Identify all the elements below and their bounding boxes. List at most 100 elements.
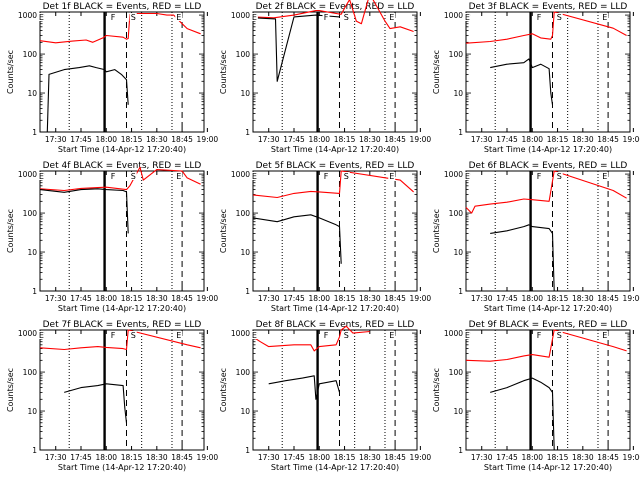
series-line-red-lld: [39, 12, 201, 44]
y-tick-label: 10: [240, 407, 250, 416]
x-tick-label: 19:00: [197, 453, 219, 462]
x-tick-label: 18:15: [334, 453, 356, 462]
event-marker-f: F: [111, 13, 116, 22]
event-marker-s: S: [557, 331, 562, 340]
x-tick-label: 17:30: [45, 135, 67, 144]
plot-frame: [252, 329, 418, 451]
x-tick-label: 19:00: [623, 453, 640, 462]
marker-bg: [388, 331, 396, 339]
x-tick-label: 18:00: [521, 453, 543, 462]
panel-det-7: Det 7f BLACK = Events, RED = LLD 17:30 17:…: [6, 320, 218, 472]
y-axis-label: Counts/sec: [6, 209, 15, 253]
event-marker-e: E: [176, 331, 181, 340]
plot-frame: [252, 170, 418, 292]
x-tick-label: 17:45: [283, 294, 305, 303]
y-tick-label: 1: [458, 446, 463, 455]
marker-bg: [37, 172, 45, 180]
series-line-black-events: [490, 224, 555, 292]
x-tick-label: 18:00: [521, 135, 543, 144]
series-line-black-events: [490, 58, 554, 105]
x-tick-label: 17:30: [258, 135, 280, 144]
y-tick-label: 100: [236, 368, 251, 377]
event-marker-e: E: [176, 172, 181, 181]
y-tick-label: 100: [23, 368, 38, 377]
y-tick-label: 1000: [444, 11, 463, 20]
event-marker-e: E: [252, 172, 257, 181]
marker-bg: [463, 172, 471, 180]
y-axis-label: Counts/sec: [6, 368, 15, 412]
event-marker-e: E: [602, 172, 607, 181]
panel-title: Det 2f BLACK = Events, RED = LLD: [256, 2, 415, 12]
panel-det-6: Det 6f BLACK = Events, RED = LLD 17:30 17:…: [432, 161, 640, 313]
marker-bg: [322, 13, 330, 21]
x-tick-label: 17:45: [70, 453, 92, 462]
x-tick-label: 17:45: [283, 453, 305, 462]
marker-bg: [342, 13, 350, 21]
panel-det-8: Det 8f BLACK = Events, RED = LLD 17:30 17:…: [219, 320, 431, 472]
y-tick-label: 10: [453, 89, 463, 98]
x-tick-label: 18:00: [95, 453, 117, 462]
event-marker-s: S: [344, 13, 349, 22]
y-tick-label: 1: [245, 446, 250, 455]
x-tick-label: 18:30: [572, 294, 594, 303]
y-tick-label: 1000: [18, 11, 37, 20]
x-tick-label: 18:15: [121, 135, 143, 144]
marker-bg: [175, 172, 183, 180]
series-line-red-lld: [39, 329, 201, 351]
x-tick-label: 18:45: [171, 135, 193, 144]
panel-det-2: Det 2f BLACK = Events, RED = LLD 17:30 17:…: [219, 0, 431, 154]
marker-bg: [37, 331, 45, 339]
series-line-black-events: [252, 214, 342, 264]
y-axis-label: Counts/sec: [219, 209, 228, 253]
x-tick-label: 19:00: [410, 453, 432, 462]
x-tick-label: 17:45: [496, 453, 518, 462]
event-marker-f: F: [537, 331, 542, 340]
marker-bg: [109, 13, 117, 21]
marker-bg: [37, 13, 45, 21]
x-tick-label: 18:00: [95, 135, 117, 144]
x-tick-label: 18:30: [146, 453, 168, 462]
plot-frame: [252, 11, 418, 133]
y-axis-label: Counts/sec: [219, 368, 228, 412]
x-tick-label: 19:00: [410, 135, 432, 144]
y-tick-label: 100: [449, 209, 464, 218]
y-tick-label: 1000: [18, 329, 37, 338]
y-axis-label: Counts/sec: [432, 209, 441, 253]
y-axis-label: Counts/sec: [432, 368, 441, 412]
series-line-red-lld: [252, 170, 414, 199]
event-marker-e: E: [465, 13, 470, 22]
event-marker-e: E: [389, 13, 394, 22]
x-tick-label: 18:00: [308, 453, 330, 462]
event-marker-e: E: [602, 331, 607, 340]
event-marker-f: F: [324, 331, 329, 340]
panel-det-5: Det 5f BLACK = Events, RED = LLD 17:30 17:…: [219, 161, 431, 313]
x-axis-label: Start Time (14-Apr-12 17:20:40): [58, 304, 186, 313]
marker-bg: [175, 13, 183, 21]
marker-bg: [342, 331, 350, 339]
y-tick-label: 10: [240, 89, 250, 98]
event-marker-f: F: [111, 172, 116, 181]
x-axis-label: Start Time (14-Apr-12 17:20:40): [484, 145, 612, 154]
x-tick-label: 18:15: [547, 453, 569, 462]
x-tick-label: 18:30: [359, 453, 381, 462]
panel-title: Det 3f BLACK = Events, RED = LLD: [469, 2, 628, 12]
y-tick-label: 1: [458, 287, 463, 296]
x-tick-label: 18:30: [572, 135, 594, 144]
panel-title: Det 1f BLACK = Events, RED = LLD: [43, 2, 202, 12]
panel-title: Det 8f BLACK = Events, RED = LLD: [256, 320, 415, 330]
y-tick-label: 1: [245, 287, 250, 296]
event-marker-e: E: [602, 13, 607, 22]
x-tick-label: 18:30: [572, 453, 594, 462]
event-marker-f: F: [537, 172, 542, 181]
panel-det-9: Det 9f BLACK = Events, RED = LLD 17:30 17:…: [432, 320, 640, 472]
panel-det-4: Det 4f BLACK = Events, RED = LLD 17:30 17:…: [6, 161, 218, 313]
x-tick-label: 18:45: [384, 294, 406, 303]
marker-bg: [129, 13, 137, 21]
marker-bg: [601, 331, 609, 339]
series-line-black-events: [252, 14, 340, 82]
y-tick-label: 10: [453, 248, 463, 257]
marker-bg: [535, 172, 543, 180]
event-marker-e: E: [389, 331, 394, 340]
marker-bg: [175, 331, 183, 339]
marker-bg: [250, 331, 258, 339]
